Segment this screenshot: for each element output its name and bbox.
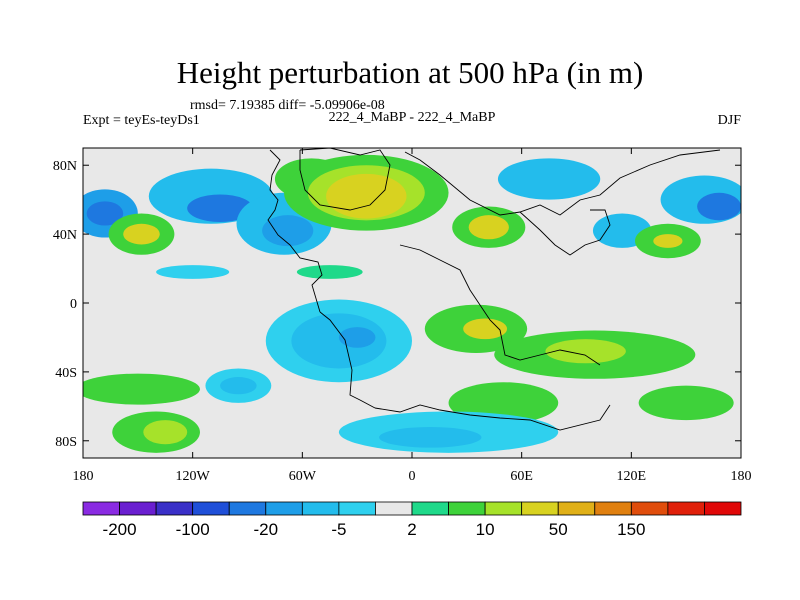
colorbar-label-8: 150	[617, 520, 645, 539]
coastline-south-america	[319, 311, 376, 409]
contour-region-24	[291, 313, 387, 369]
y-tick-label-3: 40S	[55, 366, 77, 381]
coastline-antarctica	[374, 404, 611, 431]
contour-region-21	[156, 265, 230, 279]
y-tick-label-1: 40N	[53, 228, 77, 243]
colorbar: -200 -100 -20 -5 2 10 50 150	[82, 501, 742, 539]
colorbar-swatch-11	[448, 501, 486, 516]
colorbar-swatch-1	[82, 501, 120, 516]
coastline-north-america	[267, 149, 323, 313]
plot-area	[83, 148, 741, 458]
colorbar-swatch-18	[704, 501, 742, 516]
x-tick-label-5: 120E	[617, 469, 647, 484]
y-axis: 80N 40N 0 40S 80S	[53, 159, 741, 450]
contour-region-25	[338, 327, 376, 348]
season-label: DJF	[718, 113, 742, 128]
x-tick-label-2: 60W	[289, 469, 317, 484]
contour-region-30	[83, 373, 200, 405]
colorbar-label-2: -100	[176, 520, 210, 539]
contour-region-2	[86, 201, 124, 226]
colorbar-swatch-5	[228, 501, 267, 516]
x-tick-label-4: 60E	[510, 469, 533, 484]
colorbar-label-7: 50	[549, 520, 568, 539]
colorbar-swatch-4	[192, 501, 230, 516]
contour-region-12	[326, 173, 407, 219]
contour-region-29	[545, 339, 626, 364]
stats-label: rmsd= 7.19385 diff= -5.09906e-08	[190, 98, 385, 113]
contour-region-22	[296, 265, 363, 279]
x-axis: 180 120W 60W 0 60E 120E 180	[73, 148, 752, 484]
colorbar-swatch-9	[375, 501, 413, 516]
coastline-africa	[399, 244, 601, 366]
x-tick-label-0: 180	[73, 469, 94, 484]
y-tick-label-4: 80S	[55, 435, 77, 450]
contour-region-34	[638, 385, 734, 421]
y-tick-label-2: 0	[70, 297, 77, 312]
contour-region-15	[497, 158, 601, 200]
contour-region-4	[123, 223, 160, 245]
contour-region-27	[463, 318, 508, 340]
x-tick-label-6: 180	[731, 469, 752, 484]
colorbar-swatch-14	[557, 501, 596, 516]
colorbar-swatch-7	[301, 501, 340, 516]
colorbar-label-4: -5	[331, 520, 346, 539]
colorbar-swatch-8	[338, 501, 376, 516]
x-tick-label-3: 0	[409, 469, 416, 484]
colorbar-swatch-17	[667, 501, 705, 516]
contour-region-8	[262, 215, 314, 247]
colorbar-swatch-13	[521, 501, 559, 516]
contour-region-18	[653, 234, 683, 248]
case-label: 222_4_MaBP - 222_4_MaBP	[329, 110, 496, 125]
contour-region-20	[697, 192, 741, 221]
y-tick-label-0: 80N	[53, 159, 77, 174]
coastline-eurasia	[404, 149, 721, 216]
contour-region-32	[220, 377, 257, 395]
colorbar-label-5: 2	[407, 520, 416, 539]
colorbar-swatch-3	[155, 501, 194, 516]
contour-region-6	[187, 194, 253, 223]
contour-field	[83, 154, 741, 453]
continent-outlines	[267, 148, 721, 431]
coastline-asia-south	[519, 209, 611, 256]
colorbar-label-3: -20	[253, 520, 278, 539]
colorbar-swatch-6	[265, 501, 303, 516]
colorbar-swatch-10	[411, 501, 449, 516]
colorbar-swatch-16	[630, 501, 669, 516]
colorbar-label-6: 10	[476, 520, 495, 539]
colorbar-swatch-15	[594, 501, 632, 516]
chart-title: Height perturbation at 500 hPa (in m)	[177, 55, 644, 90]
coastline-greenland	[299, 148, 391, 211]
contour-region-38	[379, 427, 482, 448]
contour-region-36	[143, 420, 188, 445]
x-tick-label-1: 120W	[176, 469, 211, 484]
experiment-label: Expt = teyEs-teyDs1	[83, 113, 200, 128]
colorbar-swatch-2	[119, 501, 157, 516]
colorbar-swatch-12	[484, 501, 523, 516]
colorbar-label-1: -200	[103, 520, 137, 539]
contour-region-14	[468, 215, 509, 240]
